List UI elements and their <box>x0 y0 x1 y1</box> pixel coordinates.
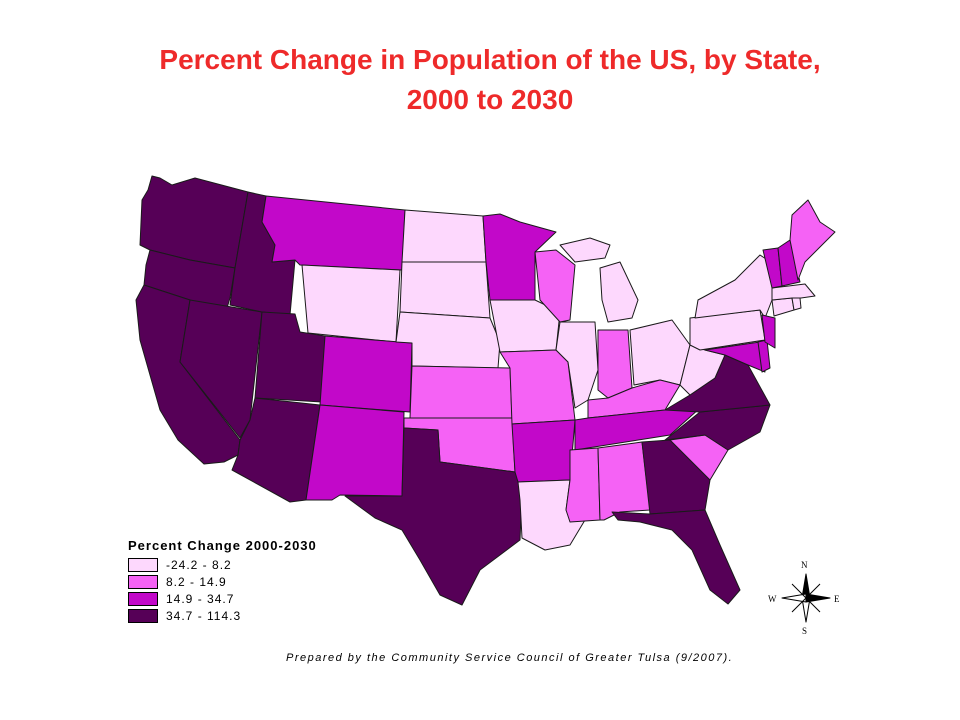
compass-n-label: N <box>801 560 808 570</box>
legend-item: 34.7 - 114.3 <box>128 607 317 624</box>
state-il <box>555 321 599 409</box>
legend-label: -24.2 - 8.2 <box>166 557 232 572</box>
legend-item: 14.9 - 34.7 <box>128 590 317 607</box>
state-ms <box>565 447 601 523</box>
legend-item: 8.2 - 14.9 <box>128 573 317 590</box>
credit-line: Prepared by the Community Service Counci… <box>286 652 734 664</box>
state-nd <box>401 209 487 263</box>
state-nj <box>761 314 776 349</box>
state-ct <box>771 297 795 317</box>
compass-diagonal-2 <box>791 583 821 613</box>
legend-label: 34.7 - 114.3 <box>166 608 242 623</box>
state-in <box>597 329 633 399</box>
legend-item: -24.2 - 8.2 <box>128 556 317 573</box>
legend-label: 8.2 - 14.9 <box>166 574 227 589</box>
state-nh <box>777 239 801 287</box>
title-line-2: 2000 to 2030 <box>406 84 574 115</box>
state-tx <box>344 427 523 606</box>
state-md <box>704 341 766 373</box>
state-wi <box>534 249 576 323</box>
state-ar <box>511 419 576 483</box>
title-line-1: Percent Change in Population of the US, … <box>159 44 821 75</box>
state-ne <box>395 311 501 369</box>
state-de <box>757 339 771 373</box>
state-al <box>597 441 651 521</box>
legend-swatch <box>128 608 158 623</box>
state-ks <box>409 365 513 419</box>
state-oh <box>629 319 691 386</box>
state-ri <box>791 297 802 311</box>
compass-east-point <box>805 593 831 603</box>
compass-w-label: W <box>768 594 777 604</box>
state-ia <box>489 299 561 353</box>
legend-swatch <box>128 591 158 606</box>
map-title: Percent Change in Population of the US, … <box>40 40 940 120</box>
map-legend: Percent Change 2000-2030 -24.2 - 8.2 8.2… <box>128 538 317 624</box>
legend-swatch <box>128 574 158 589</box>
compass-s-label: S <box>802 626 807 636</box>
legend-label: 14.9 - 34.7 <box>166 591 235 606</box>
state-ma <box>771 283 816 301</box>
legend-title: Percent Change 2000-2030 <box>128 538 317 553</box>
state-fl <box>611 509 741 605</box>
legend-swatch <box>128 557 158 572</box>
state-mi-up <box>559 237 611 263</box>
state-wy <box>301 264 401 343</box>
compass-e-label: E <box>834 594 840 604</box>
state-me <box>789 199 836 281</box>
state-mi <box>599 261 639 323</box>
state-mt <box>261 195 406 271</box>
state-co <box>319 335 413 413</box>
compass-rose: N S E W <box>768 560 840 636</box>
state-nm <box>305 404 405 501</box>
state-ny <box>694 254 776 319</box>
state-sd <box>399 261 491 319</box>
state-mo <box>499 349 576 425</box>
compass-west-point <box>781 593 807 603</box>
